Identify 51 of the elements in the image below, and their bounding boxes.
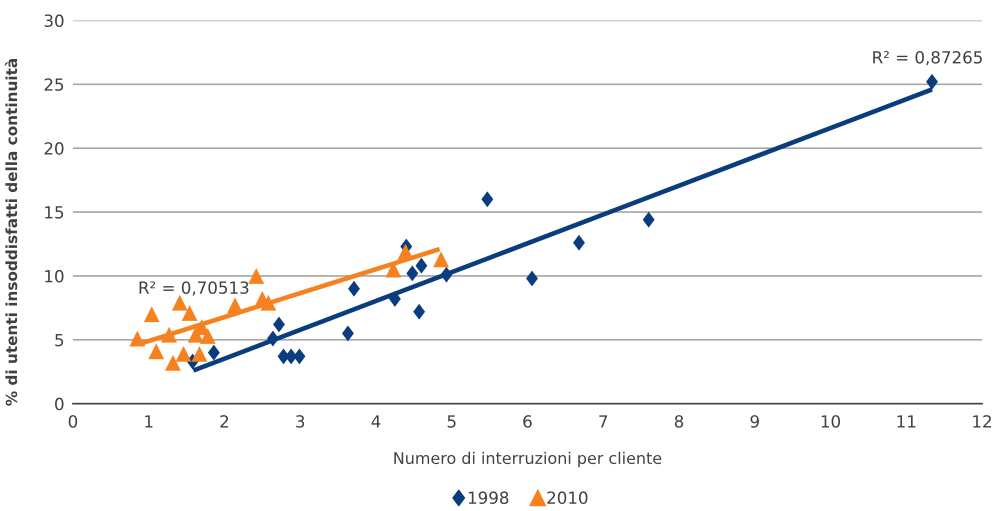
- legend-label: 1998: [468, 491, 508, 504]
- point: [144, 306, 160, 322]
- point: [148, 343, 164, 360]
- y-axis-title: % di utenti insoddisfatti della continuità: [4, 58, 18, 406]
- x-tick-label: 9: [750, 415, 759, 428]
- x-tick-label: 12: [973, 415, 991, 428]
- x-tick-label: 11: [897, 415, 916, 428]
- point: [926, 74, 938, 90]
- point: [129, 330, 146, 346]
- point: [526, 270, 538, 286]
- point: [176, 346, 192, 362]
- x-tick-label: 6: [523, 415, 532, 428]
- point: [248, 268, 264, 284]
- point: [192, 346, 208, 362]
- x-tick-label: 0: [68, 415, 78, 428]
- point: [172, 294, 188, 311]
- x-tick-label: 4: [371, 415, 380, 428]
- x-tick-label: 8: [674, 415, 684, 428]
- point: [273, 316, 285, 332]
- point: [294, 348, 306, 364]
- point: [285, 348, 298, 364]
- annotation: R² = 0,70513: [140, 281, 248, 296]
- point: [208, 344, 220, 361]
- point: [165, 354, 181, 371]
- x-tick-label: 2: [220, 415, 228, 428]
- point: [415, 258, 428, 274]
- legend-label: 2010: [547, 491, 588, 504]
- annotation: R² = 0,87265: [873, 50, 982, 66]
- y-tick-label: 20: [44, 142, 64, 155]
- point: [200, 328, 216, 344]
- point: [642, 212, 655, 228]
- point: [406, 265, 418, 282]
- y-tick-label: 0: [55, 398, 64, 410]
- y-tick-label: 5: [55, 334, 64, 346]
- point: [348, 280, 360, 297]
- y-tick-label: 30: [44, 14, 64, 28]
- y-tick-label: 10: [45, 270, 64, 283]
- x-tick-label: 3: [296, 415, 304, 428]
- x-tick-label: 10: [822, 415, 840, 428]
- point: [182, 305, 198, 321]
- point: [481, 191, 494, 208]
- point: [342, 326, 354, 342]
- point: [433, 251, 450, 268]
- y-tick-label: 15: [45, 206, 64, 219]
- x-tick-label: 5: [448, 415, 456, 428]
- x-tick-label: 1: [145, 415, 152, 428]
- x-axis-title: Numero di interruzioni per cliente: [394, 452, 662, 468]
- x-tick-label: 7: [599, 415, 608, 428]
- point: [573, 234, 585, 251]
- point: [413, 304, 426, 320]
- y-tick-label: 25: [44, 78, 64, 91]
